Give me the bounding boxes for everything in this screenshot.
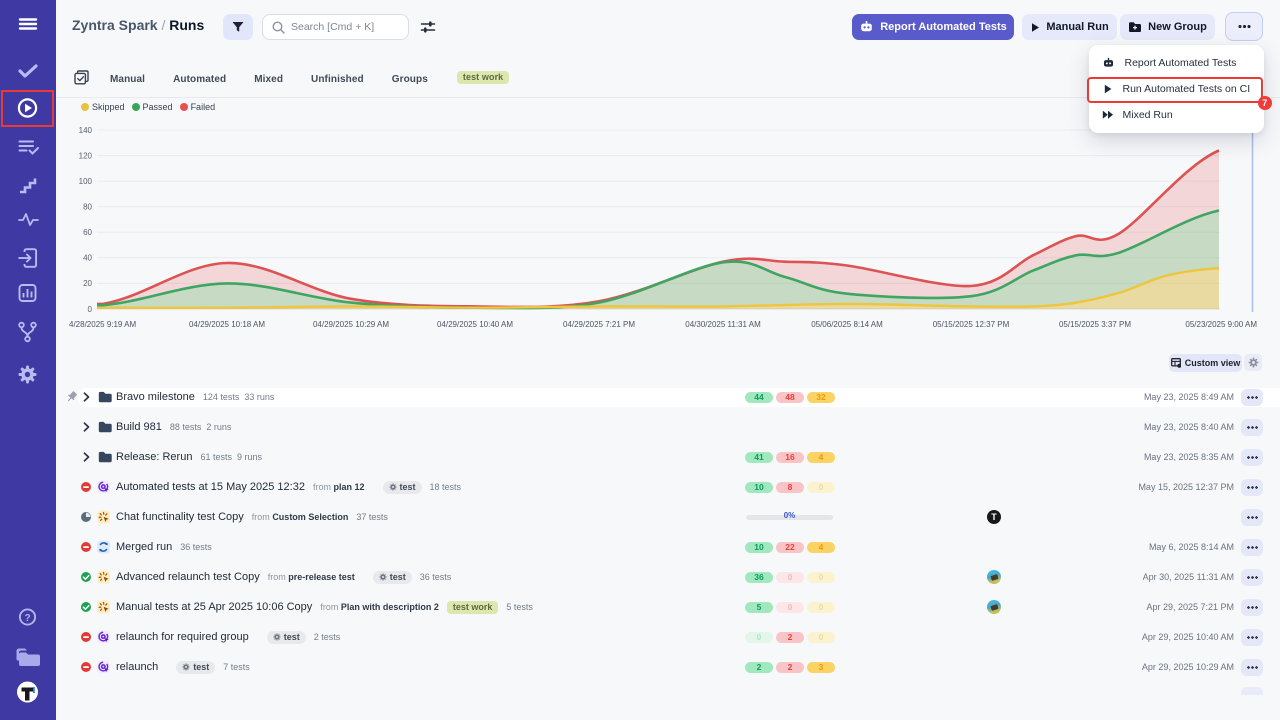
svg-text:60: 60 <box>83 228 92 237</box>
svg-text:04/29/2025 7:21 PM: 04/29/2025 7:21 PM <box>563 320 635 329</box>
svg-text:40: 40 <box>83 254 92 263</box>
svg-text:05/15/2025 3:37 PM: 05/15/2025 3:37 PM <box>1059 320 1131 329</box>
svg-text:80: 80 <box>83 203 92 212</box>
svg-text:04/30/2025 11:31 AM: 04/30/2025 11:31 AM <box>685 320 761 329</box>
svg-text:4/28/2025 9:19 AM: 4/28/2025 9:19 AM <box>69 320 137 329</box>
svg-text:04/29/2025 10:18 AM: 04/29/2025 10:18 AM <box>189 320 265 329</box>
svg-text:100: 100 <box>79 177 93 186</box>
svg-text:0: 0 <box>88 305 93 314</box>
svg-text:?: ? <box>24 613 30 624</box>
svg-text:05/23/2025 9:00 AM: 05/23/2025 9:00 AM <box>1185 320 1257 329</box>
svg-text:120: 120 <box>79 151 93 160</box>
svg-text:05/06/2025 8:14 AM: 05/06/2025 8:14 AM <box>811 320 883 329</box>
svg-text:05/15/2025 12:37 PM: 05/15/2025 12:37 PM <box>933 320 1010 329</box>
svg-text:140: 140 <box>79 126 93 135</box>
svg-text:20: 20 <box>83 279 92 288</box>
svg-text:04/29/2025 10:29 AM: 04/29/2025 10:29 AM <box>313 320 389 329</box>
svg-text:04/29/2025 10:40 AM: 04/29/2025 10:40 AM <box>437 320 513 329</box>
